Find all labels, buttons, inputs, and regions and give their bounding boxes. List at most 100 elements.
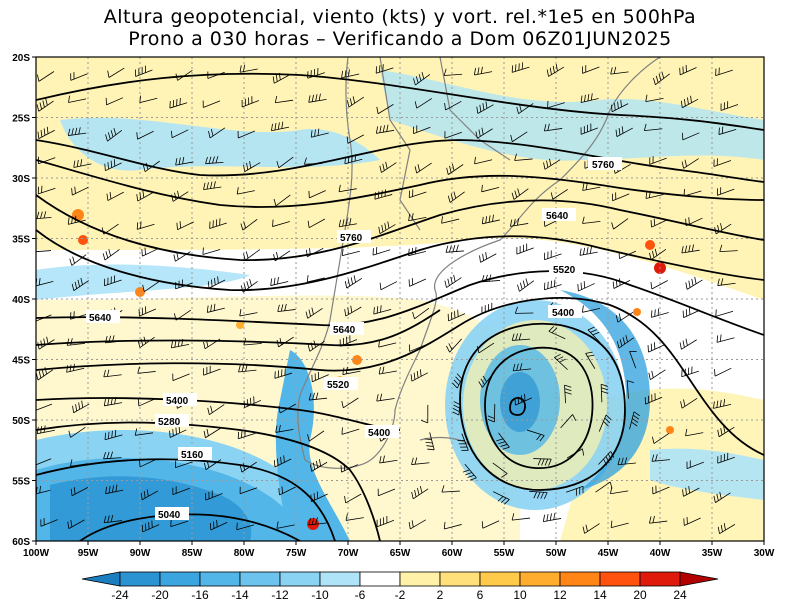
wind-barb: [645, 94, 664, 103]
wind-barb: [345, 513, 364, 521]
wind-barb: [587, 326, 601, 344]
wind-barb: [582, 523, 600, 534]
wind-barb: [175, 460, 193, 469]
wind-barb: [172, 373, 190, 382]
wind-barb: [510, 131, 528, 143]
longitude-axis: 100W 95W 90W 85W 80W 75W 70W 65W 60W 55W 50W 45W 40W…: [23, 541, 775, 559]
wind-barb: [410, 369, 428, 382]
wind-barb: [610, 66, 629, 75]
wind-barb: [307, 430, 325, 442]
colorbar-label: -24: [111, 588, 129, 600]
wind-barb: [611, 192, 630, 202]
coastlines: [297, 57, 661, 469]
wind-barb: [475, 127, 493, 139]
wind-barb: [445, 244, 464, 253]
wind-barb: [718, 126, 737, 135]
wind-barb: [647, 342, 666, 353]
wind-barb: [713, 491, 731, 503]
wind-barb: [626, 380, 635, 399]
contour-low-inner: [484, 346, 594, 469]
wind-barb: [70, 72, 88, 81]
colorbar-swatch: [639, 571, 681, 587]
wind-barb: [272, 72, 291, 84]
wind-barb: [447, 191, 465, 203]
wind-barb: [73, 159, 92, 168]
wind-barb: [683, 517, 701, 526]
colorbar-underflow: [81, 571, 121, 587]
wind-barb: [717, 278, 736, 286]
lat-tick-label: 30S: [12, 174, 30, 185]
wind-barb: [544, 250, 562, 261]
wind-barb: [105, 127, 123, 142]
wind-barb: [273, 194, 291, 207]
contour-label: 5160: [181, 450, 204, 461]
wind-barb: [717, 523, 736, 535]
wind-barb: [37, 185, 56, 195]
wind-barb: [103, 369, 122, 378]
lon-tick-label: 40W: [650, 548, 671, 559]
colorbar-swatch: [519, 571, 561, 587]
wind-barb: [68, 426, 86, 438]
wind-barb: [341, 397, 359, 409]
wind-barb: [67, 127, 87, 136]
wind-barb: [338, 184, 357, 193]
colorbar-swatch: [479, 571, 521, 587]
wind-barb: [240, 218, 258, 231]
wind-barb: [136, 221, 155, 230]
wind-barb: [717, 452, 735, 464]
wind-barb: [243, 249, 261, 261]
contour-label: 5520: [553, 265, 576, 276]
wind-barb: [548, 326, 566, 340]
lon-tick-label: 75W: [286, 548, 307, 559]
wind-barb: [311, 371, 329, 383]
wind-barb: [547, 100, 565, 109]
contour-label: 5760: [592, 160, 615, 171]
wind-barb: [376, 104, 394, 115]
wind-barb: [615, 126, 633, 137]
wind-barb: [40, 518, 58, 527]
wind-barb: [611, 218, 629, 230]
contour-label: 5640: [546, 211, 569, 222]
wind-barb: [715, 67, 733, 76]
contour-label: 5760: [340, 233, 363, 244]
wind-barb: [648, 369, 666, 381]
wind-barb: [481, 214, 500, 225]
wind-barb: [341, 69, 360, 79]
contour-label: 5040: [158, 510, 181, 521]
wind-barb: [651, 433, 670, 444]
wind-barb: [444, 131, 462, 139]
wind-barb: [447, 309, 466, 322]
lon-tick-label: 85W: [182, 548, 203, 559]
wind-barb: [582, 216, 601, 224]
wind-barb: [713, 399, 732, 409]
colorbar-swatch: [599, 571, 641, 587]
contour-5160: [36, 458, 336, 541]
wind-barb: [273, 455, 292, 468]
wind-barb: [413, 125, 431, 135]
geopotential-contours: [36, 72, 764, 541]
wind-barb: [272, 219, 290, 227]
wind-barb: [477, 342, 495, 354]
wind-barb: [411, 457, 430, 465]
wind-barb: [104, 275, 122, 287]
wind-barb: [71, 186, 89, 196]
wind-barb: [372, 247, 391, 256]
wind-barb: [441, 216, 460, 224]
wind-barb: [653, 71, 670, 86]
contour-label: 5400: [166, 396, 189, 407]
wind-barb: [202, 247, 221, 255]
wind-barb: [411, 486, 429, 500]
chart-title-line1: Altura geopotencial, viento (kts) y vort…: [103, 6, 697, 28]
wind-barb: [720, 101, 739, 111]
wind-barb: [307, 218, 326, 229]
wind-barb: [378, 340, 397, 348]
wind-barb: [136, 190, 154, 202]
wind-barb: [170, 129, 189, 139]
wind-barb: [140, 489, 159, 501]
wind-barb: [579, 246, 598, 256]
wind-barb: [564, 384, 572, 404]
wind-barb: [169, 426, 187, 438]
wind-barb: [141, 247, 159, 257]
lon-tick-label: 55W: [494, 548, 515, 559]
wind-barb: [516, 243, 534, 255]
